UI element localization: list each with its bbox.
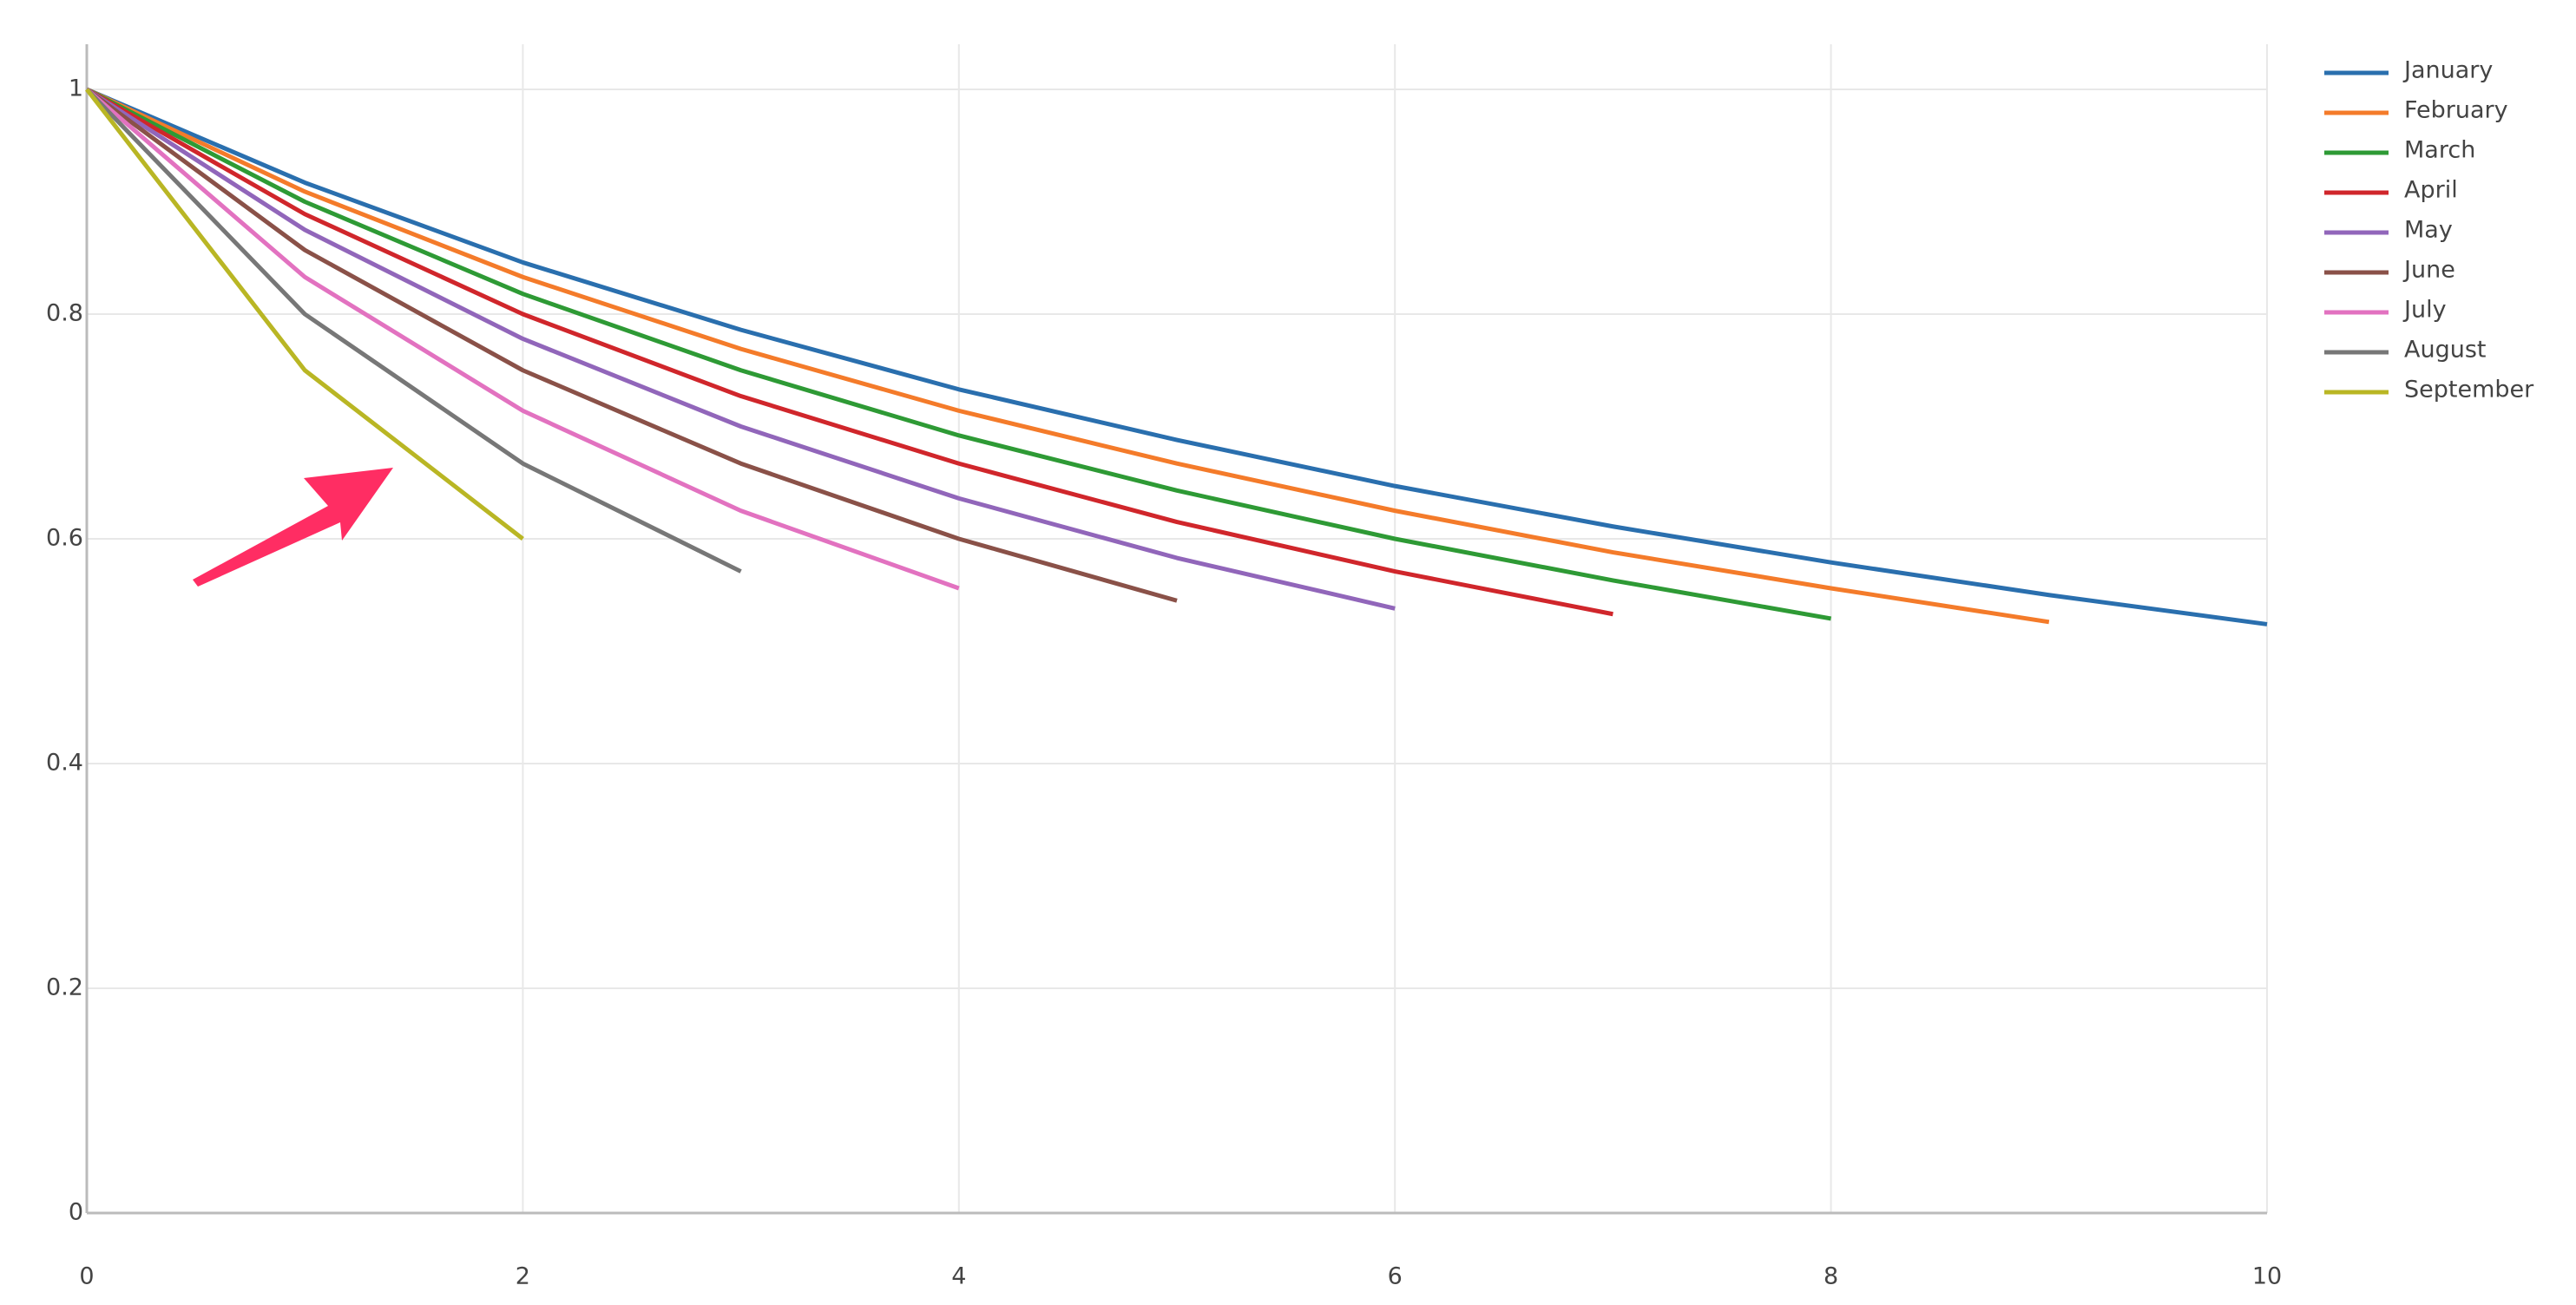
x-tick-label: 4 <box>951 1263 966 1290</box>
plot-area: 00.20.40.60.810 2 4 6 8 10JanuaryFebruaryMarc… <box>46 44 2534 1290</box>
y-tick-label: 0.2 <box>46 974 83 1001</box>
series-line <box>85 88 524 541</box>
legend-label: March <box>2404 137 2475 164</box>
legend-label: June <box>2402 257 2455 284</box>
annotation-arrow <box>193 468 393 587</box>
x-tick-label: 8 <box>1824 1263 1838 1290</box>
series-line <box>85 87 1396 611</box>
y-tick-label: 1 <box>69 75 83 102</box>
series-line <box>85 88 960 591</box>
series-line <box>85 87 2050 625</box>
legend-label: August <box>2404 337 2487 364</box>
legend-label: July <box>2402 297 2447 324</box>
series-line <box>85 87 1613 617</box>
legend-label: April <box>2404 177 2458 204</box>
series-line <box>85 87 1178 603</box>
series-line <box>86 87 2268 626</box>
x-tick-label: 0 <box>79 1263 94 1290</box>
series-line <box>85 87 1832 621</box>
series-line <box>85 88 742 574</box>
y-tick-label: 0.4 <box>46 750 83 777</box>
x-tick-label: 10 <box>2252 1263 2282 1290</box>
x-tick-label: 6 <box>1388 1263 1403 1290</box>
legend-label: September <box>2404 377 2534 403</box>
y-tick-label: 0.8 <box>46 300 83 327</box>
x-tick-label: 2 <box>516 1263 530 1290</box>
y-tick-label: 0 <box>69 1199 83 1226</box>
legend-label: January <box>2402 57 2493 84</box>
legend-label: February <box>2404 97 2508 124</box>
y-tick-label: 0.6 <box>46 525 83 552</box>
legend-label: May <box>2404 217 2453 244</box>
